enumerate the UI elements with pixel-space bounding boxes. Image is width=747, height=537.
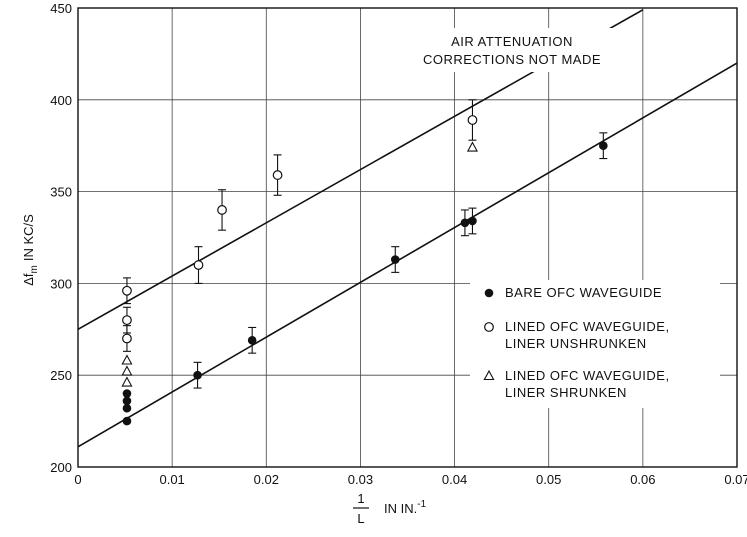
y-tick-label: 350	[50, 185, 72, 200]
tick-labels: 0 0.01 0.02 0.03 0.04 0.05 0.06 0.07 200 250 300 35…	[50, 1, 747, 487]
y-axis-label-units: IN KC/S	[21, 214, 36, 261]
x-tick-label: 0.02	[254, 472, 279, 487]
data-point-filled-circle	[460, 218, 470, 228]
data-point-filled-circle	[122, 403, 132, 413]
x-tick-label: 0	[74, 472, 81, 487]
data-point-filled-circle	[122, 416, 132, 426]
data-point-triangle	[483, 369, 495, 381]
x-tick-label: 0.03	[348, 472, 373, 487]
x-axis-label-denominator: L	[357, 511, 364, 526]
data-point-open-circle	[122, 285, 132, 296]
x-tick-label: 0.04	[442, 472, 467, 487]
data-point-filled-circle	[122, 389, 132, 398]
data-point-open-circle	[272, 170, 283, 180]
data-point-triangle	[466, 141, 478, 152]
legend-label: BARE OFC WAVEGUIDE	[505, 285, 662, 300]
data-point-open-circle	[217, 205, 227, 215]
data-point-open-circle	[122, 333, 132, 344]
data-point-filled-circle	[247, 336, 257, 345]
y-tick-label: 300	[50, 276, 72, 291]
annotation-line-1: AIR ATTENUATION	[451, 34, 573, 49]
x-tick-label: 0.06	[630, 472, 655, 487]
legend-background	[470, 280, 720, 408]
x-tick-label: 0.01	[159, 472, 184, 487]
data-point-open-circle	[467, 115, 478, 125]
y-axis-label: Δfm IN KC/S	[21, 214, 40, 286]
annotation-line-2: CORRECTIONS NOT MADE	[423, 52, 601, 67]
annotation-background	[388, 28, 638, 72]
data-point-open-circle	[484, 322, 494, 332]
x-axis-label-units: IN IN.-1	[384, 499, 427, 516]
x-axis-label: 1 L IN IN.-1	[353, 491, 427, 526]
x-axis-label-numerator: 1	[357, 491, 364, 506]
y-tick-label: 400	[50, 93, 72, 108]
x-tick-label: 0.05	[536, 472, 561, 487]
legend-label: LINED OFC WAVEGUIDE,	[505, 368, 670, 383]
data-point-triangle	[121, 365, 133, 376]
data-point-filled-circle	[484, 288, 494, 298]
fit-line	[77, 62, 738, 448]
plot-frame	[77, 7, 738, 468]
y-axis-label-subscript: m	[29, 265, 40, 273]
y-tick-label: 200	[50, 460, 72, 475]
y-tick-label: 450	[50, 1, 72, 16]
data-point-filled-circle	[390, 255, 400, 264]
data-points	[121, 99, 608, 426]
x-axis-label-units-text: IN IN.	[384, 501, 417, 516]
x-axis-label-exponent: -1	[417, 499, 426, 510]
svg-text:ΔfmIN KC/S: Δfm IN KC/S	[21, 214, 40, 286]
data-point-open-circle	[122, 315, 132, 326]
legend-label: LINER UNSHRUNKEN	[505, 336, 647, 351]
data-point-filled-circle	[468, 216, 477, 226]
data-point-triangle	[121, 376, 133, 387]
legend-label: LINED OFC WAVEGUIDE,	[505, 319, 670, 334]
legend: BARE OFC WAVEGUIDE LINED OFC WAVEGUIDE, LI…	[470, 280, 720, 408]
y-axis-label-delta: Δf	[21, 273, 36, 286]
legend-label: LINER SHRUNKEN	[505, 385, 627, 400]
x-tick-label: 0.07	[724, 472, 747, 487]
data-point-triangle	[121, 354, 133, 365]
data-point-filled-circle	[122, 396, 132, 406]
y-tick-label: 250	[50, 368, 72, 383]
data-point-filled-circle	[599, 141, 608, 150]
data-point-open-circle	[193, 260, 204, 270]
data-point-filled-circle	[193, 370, 202, 380]
